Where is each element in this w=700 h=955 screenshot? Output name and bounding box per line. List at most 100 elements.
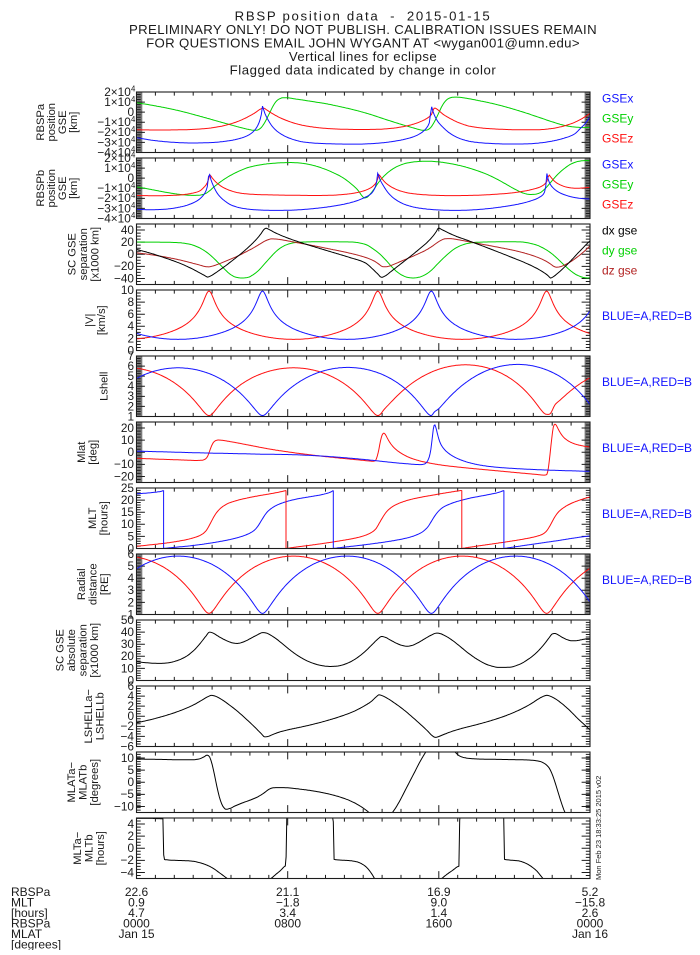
svg-text:5: 5 xyxy=(127,529,134,543)
svg-text:5: 5 xyxy=(127,559,134,573)
svg-text:−3×10: −3×10 xyxy=(97,135,131,149)
svg-text:0: 0 xyxy=(127,709,134,723)
svg-text:0: 0 xyxy=(127,841,134,855)
svg-text:MLTa−: MLTa− xyxy=(72,832,84,865)
svg-text:10: 10 xyxy=(121,517,135,531)
svg-text:MLT: MLT xyxy=(11,896,35,910)
svg-text:0.9: 0.9 xyxy=(128,896,145,910)
svg-text:[km]: [km] xyxy=(68,178,80,199)
svg-text:[degrees]: [degrees] xyxy=(11,938,61,951)
svg-text:−4: −4 xyxy=(121,729,135,743)
svg-text:distance: distance xyxy=(88,563,100,605)
svg-text:dx gse: dx gse xyxy=(602,224,638,238)
svg-text:10: 10 xyxy=(121,433,135,447)
svg-text:4: 4 xyxy=(131,145,136,154)
svg-text:4: 4 xyxy=(131,125,136,134)
svg-text:position: position xyxy=(46,103,58,142)
svg-text:0: 0 xyxy=(127,343,134,357)
svg-text:BLUE=A,RED=B: BLUE=A,RED=B xyxy=(602,573,692,587)
svg-text:3.4: 3.4 xyxy=(279,906,296,920)
svg-text:[hours]: [hours] xyxy=(99,501,111,535)
svg-text:RBSPa: RBSPa xyxy=(11,917,51,931)
svg-text:Flagged data indicated by chan: Flagged data indicated by change in colo… xyxy=(230,63,497,78)
svg-text:5: 5 xyxy=(127,763,134,777)
svg-text:20: 20 xyxy=(121,421,135,435)
svg-text:4: 4 xyxy=(131,151,136,160)
svg-text:2: 2 xyxy=(127,595,134,609)
svg-text:−1×10: −1×10 xyxy=(97,115,131,129)
svg-text:−4×10: −4×10 xyxy=(97,145,131,159)
svg-text:20: 20 xyxy=(121,493,135,507)
svg-text:6: 6 xyxy=(127,307,134,321)
svg-text:position: position xyxy=(46,169,58,208)
svg-text:22.6: 22.6 xyxy=(125,885,149,899)
svg-text:−10: −10 xyxy=(114,457,134,471)
svg-text:2: 2 xyxy=(127,331,134,345)
svg-text:dy gse: dy gse xyxy=(602,244,638,258)
svg-text:10: 10 xyxy=(121,751,135,765)
svg-text:0: 0 xyxy=(127,673,134,687)
svg-text:1×10: 1×10 xyxy=(104,161,131,175)
svg-text:16.9: 16.9 xyxy=(427,885,451,899)
svg-text:PRELIMINARY ONLY! DO NOT PUBLI: PRELIMINARY ONLY! DO NOT PUBLISH. CALIBR… xyxy=(129,22,597,37)
svg-text:4: 4 xyxy=(131,85,136,94)
svg-text:25: 25 xyxy=(121,481,135,495)
svg-text:6: 6 xyxy=(127,679,134,693)
svg-text:|V|: |V| xyxy=(84,314,96,327)
svg-text:−20: −20 xyxy=(114,469,134,483)
svg-text:[RE]: [RE] xyxy=(99,573,111,595)
svg-text:20: 20 xyxy=(121,649,135,663)
svg-text:Mon Feb 23 18:33:25 2015 v02: Mon Feb 23 18:33:25 2015 v02 xyxy=(594,776,603,880)
svg-text:dz gse: dz gse xyxy=(602,264,638,278)
svg-text:4: 4 xyxy=(131,115,136,124)
svg-text:1×10: 1×10 xyxy=(104,95,131,109)
svg-text:1600: 1600 xyxy=(425,917,452,931)
svg-text:3: 3 xyxy=(127,583,134,597)
svg-text:0: 0 xyxy=(127,775,134,789)
svg-text:−40: −40 xyxy=(114,271,134,285)
svg-text:[hours]: [hours] xyxy=(95,831,107,865)
svg-text:2×10: 2×10 xyxy=(104,151,131,165)
svg-text:40: 40 xyxy=(121,625,135,639)
svg-text:4: 4 xyxy=(131,135,136,144)
svg-text:GSEz: GSEz xyxy=(602,132,633,146)
svg-text:7: 7 xyxy=(127,349,134,363)
svg-text:−6: −6 xyxy=(121,739,135,753)
svg-text:BLUE=A,RED=B: BLUE=A,RED=B xyxy=(602,309,692,323)
svg-text:−3×10: −3×10 xyxy=(97,201,131,215)
svg-text:−2: −2 xyxy=(121,853,134,867)
svg-text:6: 6 xyxy=(127,359,134,373)
svg-text:[degrees]: [degrees] xyxy=(89,759,101,806)
svg-text:4: 4 xyxy=(127,379,134,393)
svg-text:GSE: GSE xyxy=(57,176,69,200)
svg-text:2.6: 2.6 xyxy=(582,906,599,920)
svg-text:4: 4 xyxy=(131,211,136,220)
svg-text:50: 50 xyxy=(121,613,135,627)
svg-text:−1.8: −1.8 xyxy=(276,896,300,910)
svg-text:20: 20 xyxy=(121,235,135,249)
svg-text:4: 4 xyxy=(127,689,134,703)
svg-text:−2×10: −2×10 xyxy=(97,191,131,205)
svg-text:Mlat: Mlat xyxy=(76,441,88,463)
svg-text:Vertical lines for eclipse: Vertical lines for eclipse xyxy=(289,49,437,64)
svg-text:−4×10: −4×10 xyxy=(97,211,131,225)
svg-text:4: 4 xyxy=(131,161,136,170)
svg-text:absolute: absolute xyxy=(66,629,78,671)
svg-text:[hours]: [hours] xyxy=(11,906,48,920)
svg-text:GSEz: GSEz xyxy=(602,198,633,212)
svg-text:LSHELLa−: LSHELLa− xyxy=(83,689,95,743)
svg-text:30: 30 xyxy=(121,637,135,651)
svg-text:LSHELLb: LSHELLb xyxy=(95,692,107,740)
svg-text:9.0: 9.0 xyxy=(430,896,447,910)
svg-text:0800: 0800 xyxy=(274,917,301,931)
svg-text:−1×10: −1×10 xyxy=(97,181,131,195)
svg-text:RBSPa: RBSPa xyxy=(11,885,51,899)
svg-text:separation: separation xyxy=(78,228,90,280)
svg-text:8: 8 xyxy=(127,295,134,309)
svg-text:2: 2 xyxy=(127,399,134,413)
svg-text:Lshell: Lshell xyxy=(99,372,111,401)
svg-text:5: 5 xyxy=(127,369,134,383)
svg-text:4: 4 xyxy=(127,571,134,585)
svg-text:6: 6 xyxy=(127,547,134,561)
svg-text:4.7: 4.7 xyxy=(128,906,145,920)
